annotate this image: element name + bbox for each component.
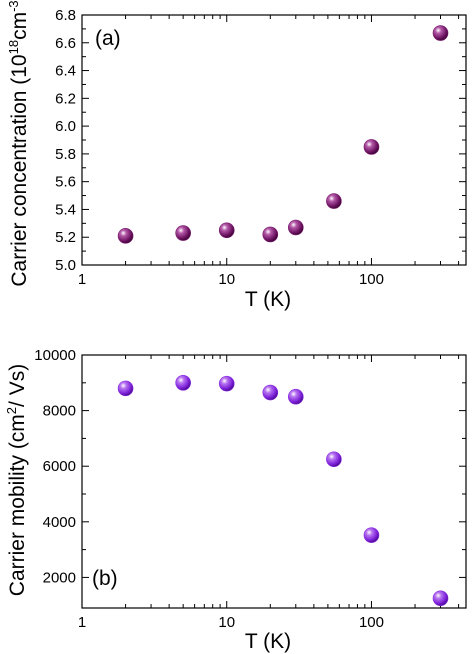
panel-b-data-point <box>363 527 380 543</box>
panel-a-label: (a) <box>95 27 121 50</box>
panel-a-data-point <box>287 219 304 236</box>
panel-a-data-point <box>363 139 380 155</box>
panel-a-ylabel-sup1: 18 <box>6 40 21 54</box>
panel-a-xtick-label: 100 <box>359 271 384 288</box>
panel-a-ytick-label: 5.6 <box>55 174 76 191</box>
panel-b: 1 10 100 2000 4000 6000 8000 10000 (b) T (K) Ca… <box>4 347 467 653</box>
panel-a-ytick-label: 6.2 <box>55 90 76 107</box>
panel-a-data-point <box>432 25 449 41</box>
panel-b-ylabel-end: / Vs) <box>6 364 29 407</box>
panel-b-data-point <box>432 590 449 607</box>
panel-b-xlabel: T (K) <box>245 630 291 653</box>
panel-a-data-point <box>117 228 134 244</box>
panel-a-ytick-label: 6.8 <box>55 7 76 24</box>
panel-a-data-point <box>175 225 191 241</box>
panel-a-ytick-label: 5.2 <box>55 229 76 246</box>
panel-b-ytick-label: 10000 <box>34 347 76 364</box>
panel-a-frame <box>81 14 467 266</box>
panel-b-ylabel-main: Carrier mobility (cm <box>6 414 29 596</box>
panel-b-frame <box>81 354 467 609</box>
panel-b-xtick-label: 1 <box>78 614 86 631</box>
panel-b-ytick-label: 4000 <box>43 514 76 531</box>
panel-a-ylabel-sup2: -3 <box>6 0 21 12</box>
panel-a-ylabel-main: Carrier concentration (10 <box>8 54 31 286</box>
panel-a-points <box>117 25 449 244</box>
panel-a-data-point <box>326 193 342 209</box>
panel-a: 1 10 100 5.0 5.2 5.4 5.6 5.8 6.0 6.2 6.4 6.6 6.8 (a)… <box>6 0 467 311</box>
panel-a-ytick-label: 5.0 <box>55 257 76 274</box>
panel-b-xtick-label: 100 <box>359 614 384 631</box>
panel-b-ytick-label: 8000 <box>43 403 76 420</box>
panel-b-ytick-label: 6000 <box>43 458 76 475</box>
panel-b-ylabel: Carrier mobility (cm2/ Vs) <box>4 364 29 596</box>
panel-b-xtick-label: 10 <box>218 614 235 631</box>
panel-a-ytick-label: 5.4 <box>55 201 76 218</box>
panel-a-ticks: 1 10 100 5.0 5.2 5.4 5.6 5.8 6.0 6.2 6.4 6.6 6.8 <box>55 7 466 288</box>
panel-a-ytick-label: 6.6 <box>55 35 76 52</box>
panel-b-label: (b) <box>92 567 118 590</box>
panel-b-data-point <box>326 451 342 468</box>
panel-a-data-point <box>262 226 279 243</box>
panel-a-ytick-label: 6.0 <box>55 118 76 135</box>
panel-a-xtick-label: 10 <box>218 271 235 288</box>
panel-b-data-point <box>117 380 134 397</box>
panel-a-xtick-label: 1 <box>78 271 86 288</box>
panel-a-xlabel: T (K) <box>245 288 291 311</box>
panel-b-data-point <box>218 375 235 392</box>
panel-b-data-point <box>175 375 191 391</box>
panel-a-ytick-label: 5.8 <box>55 146 76 163</box>
panel-b-data-point <box>287 388 304 405</box>
panel-b-points <box>117 375 449 607</box>
panel-a-ylabel-mid: cm <box>8 12 31 40</box>
panel-b-data-point <box>262 384 279 401</box>
panel-a-data-point <box>218 222 235 239</box>
panel-a-ytick-label: 6.4 <box>55 63 76 80</box>
panel-b-ytick-label: 2000 <box>43 569 76 586</box>
panel-b-ticks: 1 10 100 2000 4000 6000 8000 10000 <box>34 347 466 631</box>
panel-a-ylabel: Carrier concentration (1018cm-3) <box>6 0 31 287</box>
panel-b-ylabel-sup1: 2 <box>4 407 19 414</box>
